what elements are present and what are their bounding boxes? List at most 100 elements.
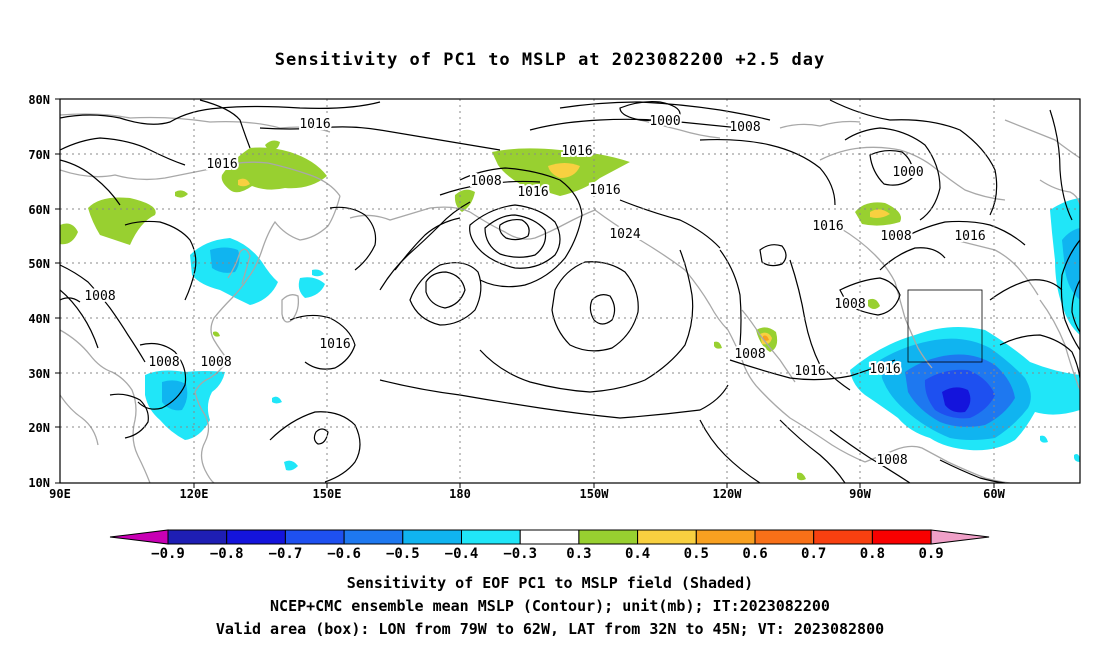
colorbar-label: −0.9 [151,546,185,562]
lat-label: 30N [28,367,50,381]
colorbar-swatch [754,529,815,545]
coastlines [60,113,1080,483]
cyan-patch [1074,454,1080,462]
colorbar-swatch [461,529,521,545]
lat-label: 10N [28,476,50,490]
colorbar-labels: −0.9 −0.8 −0.7 −0.6 −0.5 −0.4 −0.3 0.3 0.4 0.5 0.6… [151,546,944,562]
contour-label: 1008 [148,355,179,370]
lon-label: 120W [713,487,743,501]
contour-label: 1008 [834,297,865,312]
lightblue-patch [162,380,188,411]
contour-label: 1016 [561,144,592,159]
cyan-patch [284,460,298,471]
contour-labels: 1016 1000 1008 1016 1016 1008 1016 1024 1000 1016… [82,112,987,470]
map-border [59,98,1081,484]
green-patch [60,223,78,245]
colorbar-label: 0.9 [918,546,943,562]
mslp-contours [60,99,1080,483]
contour-label: 1016 [812,219,843,234]
yellow-patch [548,163,580,178]
lat-label: 50N [28,257,50,271]
green-patch [265,140,280,151]
lon-label: 90W [849,487,871,501]
colorbar-label: −0.6 [327,546,361,562]
contour-label: 1016 [206,157,237,172]
lon-label: 60W [983,487,1005,501]
colorbar-label: 0.7 [801,546,826,562]
valid-area-box [907,289,983,363]
lightblue-patch [210,247,240,273]
colorbar-swatch [695,529,756,545]
contour-label: 1016 [954,229,985,244]
lon-ticks [193,483,995,488]
contour-label: 1008 [84,289,115,304]
colorbar-label: −0.4 [445,546,479,562]
colorbar-end-right [930,529,990,545]
contour-label: 1008 [200,355,231,370]
colorbar-label: −0.8 [210,546,244,562]
lat-label: 80N [28,93,50,107]
lon-label: 150W [580,487,610,501]
colorbar-swatch [226,529,286,545]
colorbar-label: 0.8 [860,546,885,562]
contour-label: 1008 [734,347,765,362]
caption-shaded: Sensitivity of EOF PC1 to MSLP field (Sh… [346,574,754,592]
colorbar-swatch [519,529,580,545]
contour-label: 1000 [892,165,923,180]
colorbar [109,529,990,545]
green-patch [797,472,806,481]
lon-label: 120E [180,487,209,501]
map-content: 1016 1000 1008 1016 1016 1008 1016 1024 1000 1016… [60,99,1080,483]
cyan-patch [298,277,325,298]
yellow-patch [238,178,250,187]
lat-ticks [55,98,60,484]
green-patch [175,190,188,198]
contour-label: 1016 [794,364,825,379]
colorbar-swatch [284,529,345,545]
contour-label: 1016 [319,337,350,352]
lon-axis: 90E 120E 150E 180 150W 120W 90W 60W [49,487,1005,501]
contour-label: 1008 [729,120,760,135]
lon-label: 180 [449,487,471,501]
green-patch [714,341,722,349]
lat-label: 40N [28,312,50,326]
green-patch [213,331,220,337]
lat-label: 60N [28,203,50,217]
contour-label: 1016 [299,117,330,132]
colorbar-swatch [637,529,697,545]
lon-label: 90E [49,487,71,501]
colorbar-swatch [813,529,873,545]
colorbar-swatch [343,529,404,545]
contour-label: 1008 [470,174,501,189]
yellow-patch [870,209,890,218]
cyan-patch [272,396,282,404]
cyan-patch [312,269,324,277]
lon-label: 150E [313,487,342,501]
deepblue-patch [942,387,971,413]
contour-label: 1016 [589,183,620,198]
orange-patch [763,335,769,341]
colorbar-label: 0.3 [566,546,591,562]
lat-label: 20N [28,421,50,435]
caption-valid-area: Valid area (box): LON from 79W to 62W, L… [215,620,885,638]
colorbar-label: −0.7 [269,546,303,562]
colorbar-label: −0.3 [503,546,537,562]
grid-lines [60,99,1080,483]
colorbar-label: 0.4 [625,546,650,562]
green-patch [868,298,880,309]
colorbar-swatch [167,529,228,545]
colorbar-label: 0.5 [684,546,709,562]
contour-label: 1024 [609,227,640,242]
colorbar-swatch [871,529,932,545]
lat-label: 70N [28,148,50,162]
colorbar-label: 0.6 [742,546,767,562]
caption-contour: NCEP+CMC ensemble mean MSLP (Contour); u… [270,597,830,615]
chart-title: Sensitivity of PC1 to MSLP at 2023082200… [274,50,826,70]
colorbar-swatch [578,529,639,545]
colorbar-label: −0.5 [386,546,420,562]
contour-label: 1016 [517,185,548,200]
colorbar-swatch [402,529,462,545]
colorbar-end-left [109,529,169,545]
contour-label: 1008 [876,453,907,468]
